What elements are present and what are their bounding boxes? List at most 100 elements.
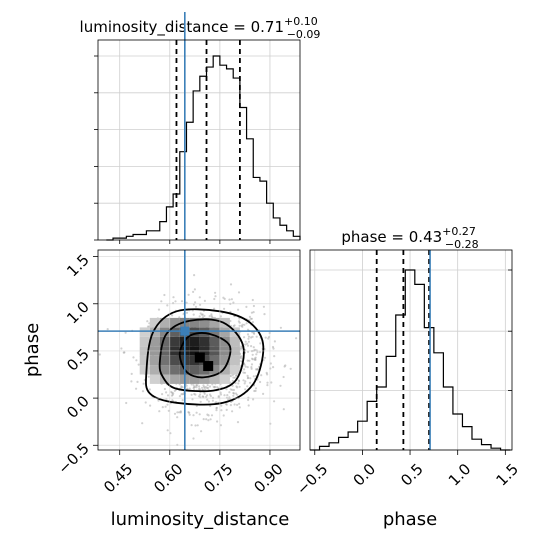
scatter-point <box>248 359 251 362</box>
scatter-point <box>165 391 168 394</box>
scatter-point <box>254 358 257 361</box>
title-luminosity-distance-value: 0.71 <box>251 18 284 36</box>
scatter-point <box>250 317 253 320</box>
scatter-point <box>180 386 183 389</box>
contour-inner <box>178 332 232 379</box>
scatter-point <box>211 399 214 402</box>
scatter-point <box>244 388 247 391</box>
scatter-point <box>176 411 179 414</box>
density-cell <box>169 365 180 375</box>
scatter-point <box>213 386 216 389</box>
scatter-point <box>240 355 243 358</box>
scatter-point <box>194 305 198 308</box>
scatter-point <box>235 374 238 377</box>
scatter-point <box>161 393 164 396</box>
scatter-point <box>185 384 188 387</box>
scatter-point <box>207 386 210 389</box>
density-cell <box>189 317 200 328</box>
scatter-point <box>166 394 170 397</box>
scatter-point <box>255 335 258 338</box>
scatter-point <box>209 393 212 396</box>
scatter-point <box>193 392 196 396</box>
scatter-point <box>284 364 287 367</box>
contour-outer <box>145 308 265 406</box>
scatter-point <box>197 395 201 398</box>
density-cell <box>139 327 150 337</box>
density-cell <box>219 355 230 366</box>
scatter-point <box>226 394 229 397</box>
density-peak-1 <box>203 361 214 372</box>
scatter-point <box>245 322 248 325</box>
scatter-point <box>289 367 292 370</box>
scatter-point <box>239 356 242 359</box>
scatter-point <box>192 384 195 387</box>
scatter-point <box>163 293 166 297</box>
scatter-point <box>180 300 184 303</box>
scatter-point <box>210 315 214 319</box>
density-cell <box>199 336 210 347</box>
scatter-point <box>241 325 244 328</box>
density-cell <box>209 374 220 384</box>
scatter-point <box>171 393 174 396</box>
scatter-point <box>247 340 250 343</box>
scatter-point <box>248 381 252 384</box>
title-phase-minus: −0.28 <box>445 238 479 251</box>
density-cell <box>189 365 200 375</box>
scatter-point <box>142 382 145 385</box>
scatter-point <box>233 403 236 406</box>
scatter-point <box>282 375 285 379</box>
scatter-point <box>124 331 127 334</box>
density-cell <box>159 327 170 337</box>
scatter-point <box>178 316 181 319</box>
scatter-point <box>208 315 211 318</box>
scatter-point <box>251 358 255 361</box>
scatter-point <box>249 377 252 380</box>
scatter-point <box>209 395 212 398</box>
density-cell <box>209 317 220 328</box>
two-d-truth <box>98 250 300 450</box>
scatter-point <box>198 315 201 318</box>
truth-marker <box>180 326 190 336</box>
scatter-point <box>202 395 205 399</box>
scatter-point <box>210 313 213 316</box>
scatter-point <box>217 395 220 398</box>
scatter-point <box>167 409 170 412</box>
scatter-point <box>223 307 226 310</box>
scatter-point <box>247 335 251 338</box>
scatter-point <box>213 307 216 310</box>
scatter-point <box>252 398 255 401</box>
scatter-point <box>264 336 267 339</box>
scatter-point <box>232 301 235 304</box>
scatter-point <box>173 412 177 415</box>
scatter-point <box>229 388 232 391</box>
scatter-point <box>201 313 204 316</box>
density-cell <box>219 365 230 375</box>
scatter-point <box>229 404 232 407</box>
scatter-point <box>246 377 249 380</box>
scatter-point <box>135 359 138 362</box>
scatter-point <box>219 424 222 427</box>
scatter-point <box>187 293 190 296</box>
scatter-point <box>222 296 225 299</box>
scatter-point <box>238 321 241 324</box>
scatter-point <box>219 315 222 318</box>
scatter-point <box>238 317 241 320</box>
scatter-point <box>233 376 236 379</box>
scatter-point <box>215 401 218 404</box>
scatter-point <box>171 314 174 317</box>
scatter-point <box>237 291 241 294</box>
density-peak-0 <box>194 352 205 363</box>
scatter-point <box>191 398 194 401</box>
scatter-point <box>250 357 254 360</box>
contour-middle <box>158 318 245 393</box>
scatter-point <box>130 372 133 375</box>
scatter-point <box>252 331 255 334</box>
scatter-point <box>229 381 232 384</box>
scatter-point <box>206 394 209 397</box>
density-cell <box>149 374 160 384</box>
scatter-point <box>265 371 268 374</box>
scatter-point <box>295 337 298 340</box>
scatter-point <box>199 400 202 403</box>
title-luminosity-distance: luminosity_distance = 0.71+0.10 −0.09 <box>80 15 321 41</box>
